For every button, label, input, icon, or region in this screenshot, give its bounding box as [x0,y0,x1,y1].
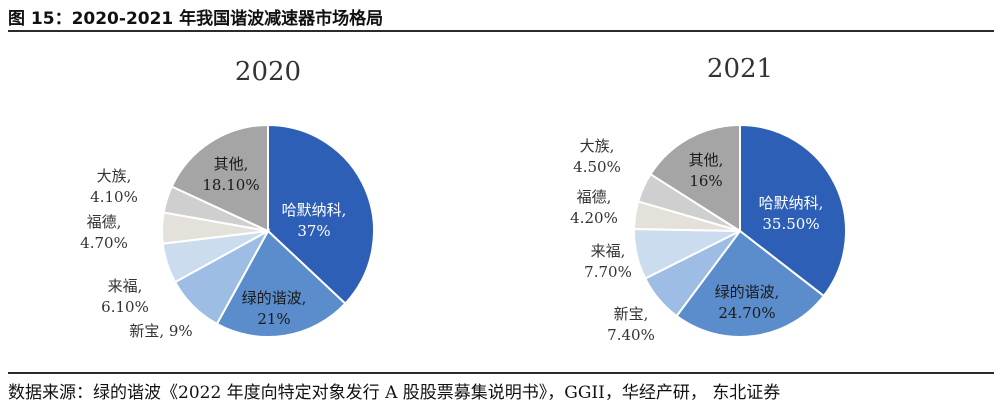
slice-label: 来福, 6.10% [101,277,149,316]
slice-label-value: 24.70% [718,304,775,322]
slice-label-value: 4.50% [573,158,621,176]
slice-label: 新宝, 7.40% [607,305,655,344]
slice-label: 大族, 4.50% [573,137,621,176]
slice-label-value: 7.40% [607,326,655,344]
slice-label-name: 福德, [577,188,612,206]
pie-slice [170,123,269,233]
slice-label: 大族, 4.10% [90,167,138,206]
slice-label-value: 16% [689,172,722,190]
slice-label-value: 35.50% [762,215,819,233]
pie-slice [267,123,375,305]
slice-label-name: 绿的谐波, [715,283,780,301]
pie-slice [675,229,826,338]
pie-slice [215,229,347,338]
slice-label: 其他, 16% [689,151,724,190]
slice-label: 绿的谐波, 24.70% [715,283,780,322]
chart-title: 2020 [235,57,301,87]
slice-label: 哈默纳科, 37% [282,201,347,240]
pie-charts: 2020 哈默纳科, 37% 绿的谐波, 21% 新宝, 9% 来福, 6.10% 福德, 4.7… [80,54,847,344]
slice-label-name: 其他, [689,151,724,169]
slice-label: 绿的谐波, 21% [242,289,307,328]
top-rule [8,30,994,32]
pie-slice [649,123,741,233]
slice-label: 其他, 18.10% [202,155,259,194]
slice-label: 新宝, 9% [129,322,192,340]
slice-label: 哈默纳科, 35.50% [759,194,824,233]
slice-label: 来福, 7.70% [584,242,632,281]
slice-label-name: 大族, [580,137,615,155]
pie-chart-2020: 2020 哈默纳科, 37% 绿的谐波, 21% 新宝, 9% 来福, 6.10% 福德, 4.7… [80,57,375,340]
slice-label-value: 21% [257,310,290,328]
slice-label-value: 6.10% [101,298,149,316]
chart-title: 2021 [707,54,773,84]
slice-label-name: 大族, [97,167,132,185]
bottom-rule [8,372,994,374]
slice-label-value: 4.10% [90,188,138,206]
slice-label-name: 来福, [108,277,143,295]
pie-chart-2021: 2021 哈默纳科, 35.50% 绿的谐波, 24.70% 新宝, 7.40% 来福, 7.7… [570,54,847,344]
slice-label-name: 绿的谐波, [242,289,307,307]
slice-label-name: 哈默纳科, [759,194,824,212]
slice-label: 福德, 4.70% [80,213,128,252]
slice-label-value: 37% [297,222,330,240]
slice-label-value: 4.20% [570,209,618,227]
slice-label-value: 18.10% [202,176,259,194]
slice-label: 福德, 4.20% [570,188,618,227]
slice-label-value: 7.70% [584,263,632,281]
slice-label-name: 其他, [214,155,249,173]
figure-title: 图 15：2020-2021 年我国谐波减速器市场格局 [8,9,384,29]
slice-label-name: 新宝, [614,305,649,323]
slice-label-name: 福德, [87,213,122,231]
slice-label-value: 4.70% [80,234,128,252]
source-note: 数据来源：绿的谐波《2022 年度向特定对象发行 A 股股票募集说明书》，GGI… [8,383,781,403]
slice-label-name: 哈默纳科, [282,201,347,219]
pie-slice [739,123,847,298]
slice-label-name: 来福, [591,242,626,260]
